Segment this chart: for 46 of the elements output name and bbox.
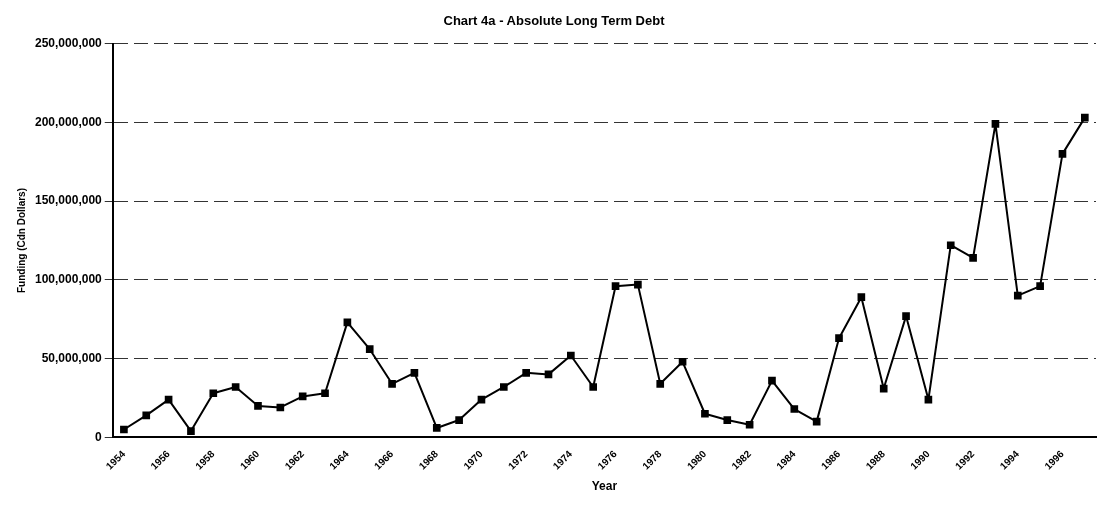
point xyxy=(231,383,240,391)
point xyxy=(388,380,396,388)
point xyxy=(589,383,598,391)
point xyxy=(1058,150,1067,158)
point xyxy=(790,405,799,413)
point xyxy=(432,424,441,432)
point xyxy=(567,351,575,360)
point xyxy=(857,293,866,302)
point xyxy=(678,357,687,366)
point xyxy=(298,392,307,401)
point xyxy=(455,416,463,424)
point xyxy=(745,420,754,429)
point xyxy=(120,425,128,434)
point xyxy=(522,368,530,377)
x-axis-title: Year xyxy=(591,479,618,494)
point xyxy=(701,409,709,418)
y-tick-label: 200,000,000 xyxy=(35,114,103,129)
point xyxy=(499,383,508,391)
y-tick-label: 150,000,000 xyxy=(35,193,103,208)
point xyxy=(254,402,262,410)
point xyxy=(321,389,329,398)
point xyxy=(723,416,732,424)
point xyxy=(879,384,888,393)
point xyxy=(187,427,195,435)
chart-title: Chart 4a - Absolute Long Term Debt xyxy=(443,13,666,29)
point xyxy=(1013,291,1022,300)
point xyxy=(946,241,955,250)
y-tick-label: 50,000,000 xyxy=(41,350,103,365)
point xyxy=(835,334,843,342)
point xyxy=(365,345,374,354)
point xyxy=(768,376,776,385)
point xyxy=(611,282,620,290)
point xyxy=(634,280,642,289)
y-tick-label: 100,000,000 xyxy=(35,272,103,287)
y-tick-label: 0 xyxy=(95,429,103,444)
y-tick-label: 250,000,000 xyxy=(35,35,103,50)
point xyxy=(1036,282,1044,290)
point xyxy=(991,120,1000,128)
point xyxy=(142,411,151,420)
point xyxy=(209,389,218,398)
point xyxy=(902,312,910,320)
point xyxy=(656,380,665,388)
point xyxy=(1081,113,1089,122)
y-axis-title: Funding (Cdn Dollars) xyxy=(15,187,27,293)
point xyxy=(969,253,977,262)
point xyxy=(410,368,419,377)
